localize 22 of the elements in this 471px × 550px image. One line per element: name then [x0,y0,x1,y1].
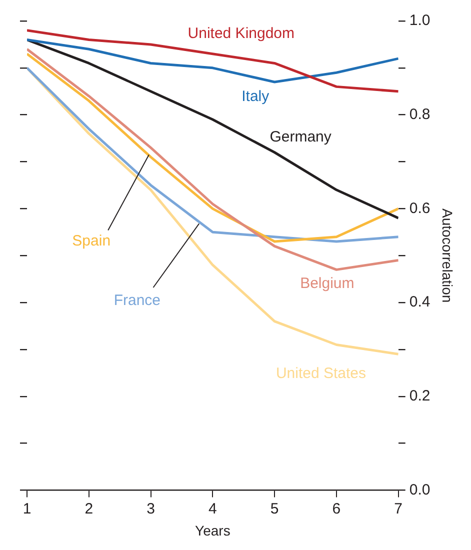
y-tick-label: 1.0 [409,12,430,30]
x-tick-label: 4 [208,500,217,518]
series-label: Germany [270,128,332,146]
x-tick-label: 5 [270,500,279,518]
series-label: United Kingdom [188,24,295,42]
text: Spain [72,232,111,250]
y-tick-label: 0.0 [409,481,430,498]
x-tick-label: 6 [332,500,341,518]
y-tick-label: 0.6 [409,200,430,217]
series-label: Italy [242,88,270,106]
series-label: Belgium [300,274,354,292]
y-axis-title: Autocorrelation [440,208,456,303]
x-tick-label: 2 [84,500,94,518]
y-tick-label: 0.4 [409,294,430,311]
x-tick-label: 7 [394,500,403,518]
y-tick-label: 0.2 [409,388,430,404]
series-label: United States [276,364,366,382]
x-tick-label: 3 [146,500,155,518]
y-tick-label: 0.8 [409,106,430,123]
x-axis-title: Years [195,522,230,538]
text: France [114,292,161,309]
x-tick-label: 1 [22,500,32,518]
